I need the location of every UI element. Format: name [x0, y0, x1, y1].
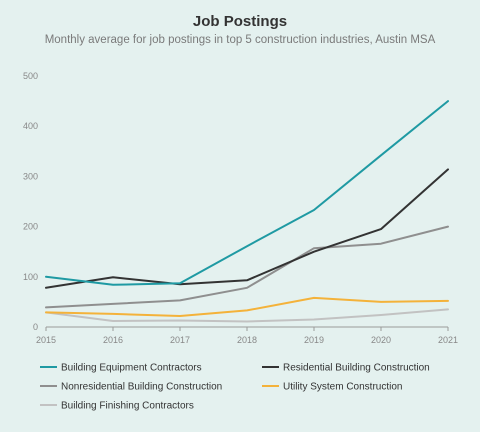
series-line	[45, 225, 449, 309]
y-tick-label: 500	[23, 71, 38, 81]
series-line	[45, 308, 449, 323]
y-tick-label: 300	[23, 171, 38, 181]
legend-label: Residential Building Construction	[283, 363, 430, 374]
x-tick-label: 2021	[438, 335, 458, 345]
x-tick-label: 2020	[371, 335, 391, 345]
legend-label: Building Equipment Contractors	[61, 363, 202, 374]
x-tick-label: 2019	[304, 335, 324, 345]
y-tick-label: 100	[23, 272, 38, 282]
y-tick-label: 0	[33, 322, 38, 332]
y-tick-label: 400	[23, 121, 38, 131]
x-tick-label: 2016	[103, 335, 123, 345]
x-tick-label: 2015	[36, 335, 56, 345]
legend-label: Nonresidential Building Construction	[61, 382, 222, 393]
chart-title: Job Postings	[192, 13, 288, 30]
legend-label: Utility System Construction	[283, 382, 402, 393]
series-line	[45, 296, 449, 317]
chart-subtitle: Monthly average for job postings in top …	[44, 34, 436, 46]
legend-label: Building Finishing Contractors	[61, 401, 194, 412]
x-tick-label: 2017	[170, 335, 190, 345]
series-line	[45, 100, 449, 286]
y-tick-label: 200	[23, 222, 38, 232]
series-line	[45, 168, 449, 289]
x-tick-label: 2018	[237, 335, 257, 345]
